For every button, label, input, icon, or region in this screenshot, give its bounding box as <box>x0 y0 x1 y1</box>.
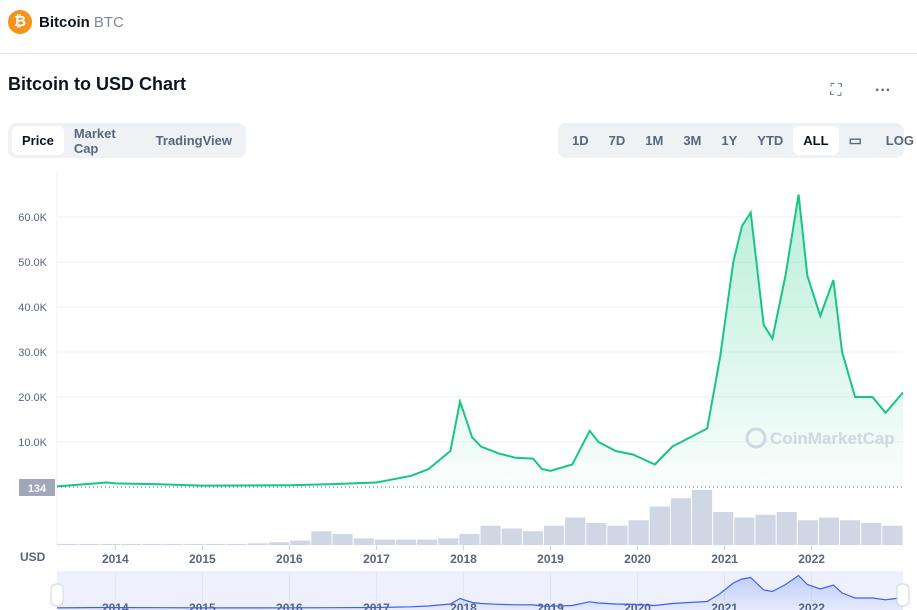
volume-bar <box>649 506 670 545</box>
volume-bar <box>755 514 776 545</box>
volume-bar <box>57 543 78 545</box>
price-line <box>56 194 904 488</box>
volume-bar <box>459 534 480 545</box>
volume-bar <box>861 523 882 545</box>
x-tick-label: 2016 <box>276 552 303 566</box>
range-tabs: 1D 7D 1M 3M 1Y YTD ALL ▭ LOG <box>558 123 914 158</box>
coin-header: ₿ Bitcoin BTC <box>0 0 917 54</box>
x-tick-label: 2022 <box>798 552 825 566</box>
volume-bar <box>269 542 290 545</box>
coin-symbol: BTC <box>93 14 124 31</box>
volume-bar <box>163 543 184 545</box>
y-tick-label: 30.0K <box>18 347 47 359</box>
y-tick-label: 60.0K <box>18 212 47 224</box>
volume-bar <box>120 543 142 545</box>
currency-label: USD <box>20 550 46 564</box>
volume-bar <box>311 531 332 545</box>
volume-bar <box>247 543 268 545</box>
volume-bar <box>607 525 628 545</box>
navigator-x-label: 2016 <box>276 601 303 610</box>
watermark: CoinMarketCap <box>770 429 895 448</box>
volume-bar <box>586 523 607 545</box>
volume-bar <box>142 543 163 545</box>
volume-bar <box>353 538 374 545</box>
x-tick-label: 2014 <box>102 552 129 566</box>
range-3m[interactable]: 3M <box>683 133 702 148</box>
volume-bar <box>840 520 861 545</box>
calendar-icon[interactable]: ▭ <box>848 132 862 148</box>
more-icon[interactable]: ··· <box>875 82 891 99</box>
start-price-badge <box>19 479 55 496</box>
navigator-line <box>56 574 904 609</box>
volume-bar <box>438 538 459 545</box>
volume-bar <box>184 543 205 545</box>
chart-type-tabs: Price Market Cap TradingView <box>8 123 246 158</box>
volume-bar <box>882 525 903 545</box>
x-tick-label: 2018 <box>450 552 477 566</box>
volume-bar <box>417 539 438 545</box>
navigator-x-label: 2017 <box>363 601 390 610</box>
coin-name: Bitcoin BTC <box>39 14 124 31</box>
navigator-x-label: 2014 <box>102 601 129 610</box>
volume-bar <box>290 540 311 545</box>
price-area <box>57 194 903 487</box>
volume-bar <box>692 490 713 545</box>
y-tick-label: 20.0K <box>18 392 47 404</box>
volume-bar <box>480 525 501 545</box>
volume-bar <box>818 517 840 545</box>
navigator-area <box>57 575 903 610</box>
volume-bar <box>734 517 755 545</box>
page-title: Bitcoin to USD Chart <box>8 74 186 94</box>
volume-bar <box>99 543 120 545</box>
volume-bar <box>501 528 522 545</box>
volume-bar <box>522 531 543 545</box>
coin-name-text: Bitcoin <box>39 14 90 31</box>
fullscreen-icon[interactable]: ⛶ <box>830 82 842 99</box>
volume-bar <box>628 520 649 545</box>
volume-bar <box>226 543 247 545</box>
range-1d[interactable]: 1D <box>572 133 589 148</box>
volume-bar <box>374 539 395 545</box>
y-tick-label: 50.0K <box>18 257 47 269</box>
x-tick-label: 2021 <box>711 552 738 566</box>
navigator-handle-left[interactable] <box>50 583 64 607</box>
x-tick-label: 2020 <box>624 552 651 566</box>
tab-market-cap[interactable]: Market Cap <box>73 125 116 156</box>
range-all[interactable]: ALL <box>793 126 839 155</box>
volume-bar <box>776 512 797 545</box>
volume-bar <box>332 534 353 545</box>
x-tick-label: 2017 <box>363 552 390 566</box>
start-price-label: 134 <box>28 483 47 495</box>
volume-bar <box>78 543 99 545</box>
range-7d[interactable]: 7D <box>608 133 626 148</box>
volume-bar <box>797 520 818 545</box>
navigator-x-label: 2019 <box>537 601 564 610</box>
volume-bar <box>543 525 565 545</box>
volume-bar <box>670 498 691 545</box>
range-1y[interactable]: 1Y <box>721 133 738 148</box>
y-tick-label: 40.0K <box>18 302 47 314</box>
navigator-handle-right[interactable] <box>896 583 910 607</box>
tab-price[interactable]: Price <box>12 126 64 155</box>
x-tick-label: 2019 <box>537 552 564 566</box>
watermark-logo-icon <box>745 427 767 449</box>
volume-bar <box>205 543 226 545</box>
x-tick-label: 2015 <box>189 552 216 566</box>
volume-bar <box>565 517 586 545</box>
tab-tradingview[interactable]: TradingView <box>155 133 232 148</box>
volume-bar <box>713 512 734 545</box>
range-1m[interactable]: 1M <box>645 133 664 148</box>
range-ytd[interactable]: YTD <box>757 133 784 148</box>
y-tick-label: 10.0K <box>18 437 47 449</box>
volume-bar <box>395 539 417 545</box>
log-toggle[interactable]: LOG <box>885 133 914 148</box>
bitcoin-icon: ₿ <box>8 10 32 34</box>
navigator-x-label: 2015 <box>189 601 216 610</box>
